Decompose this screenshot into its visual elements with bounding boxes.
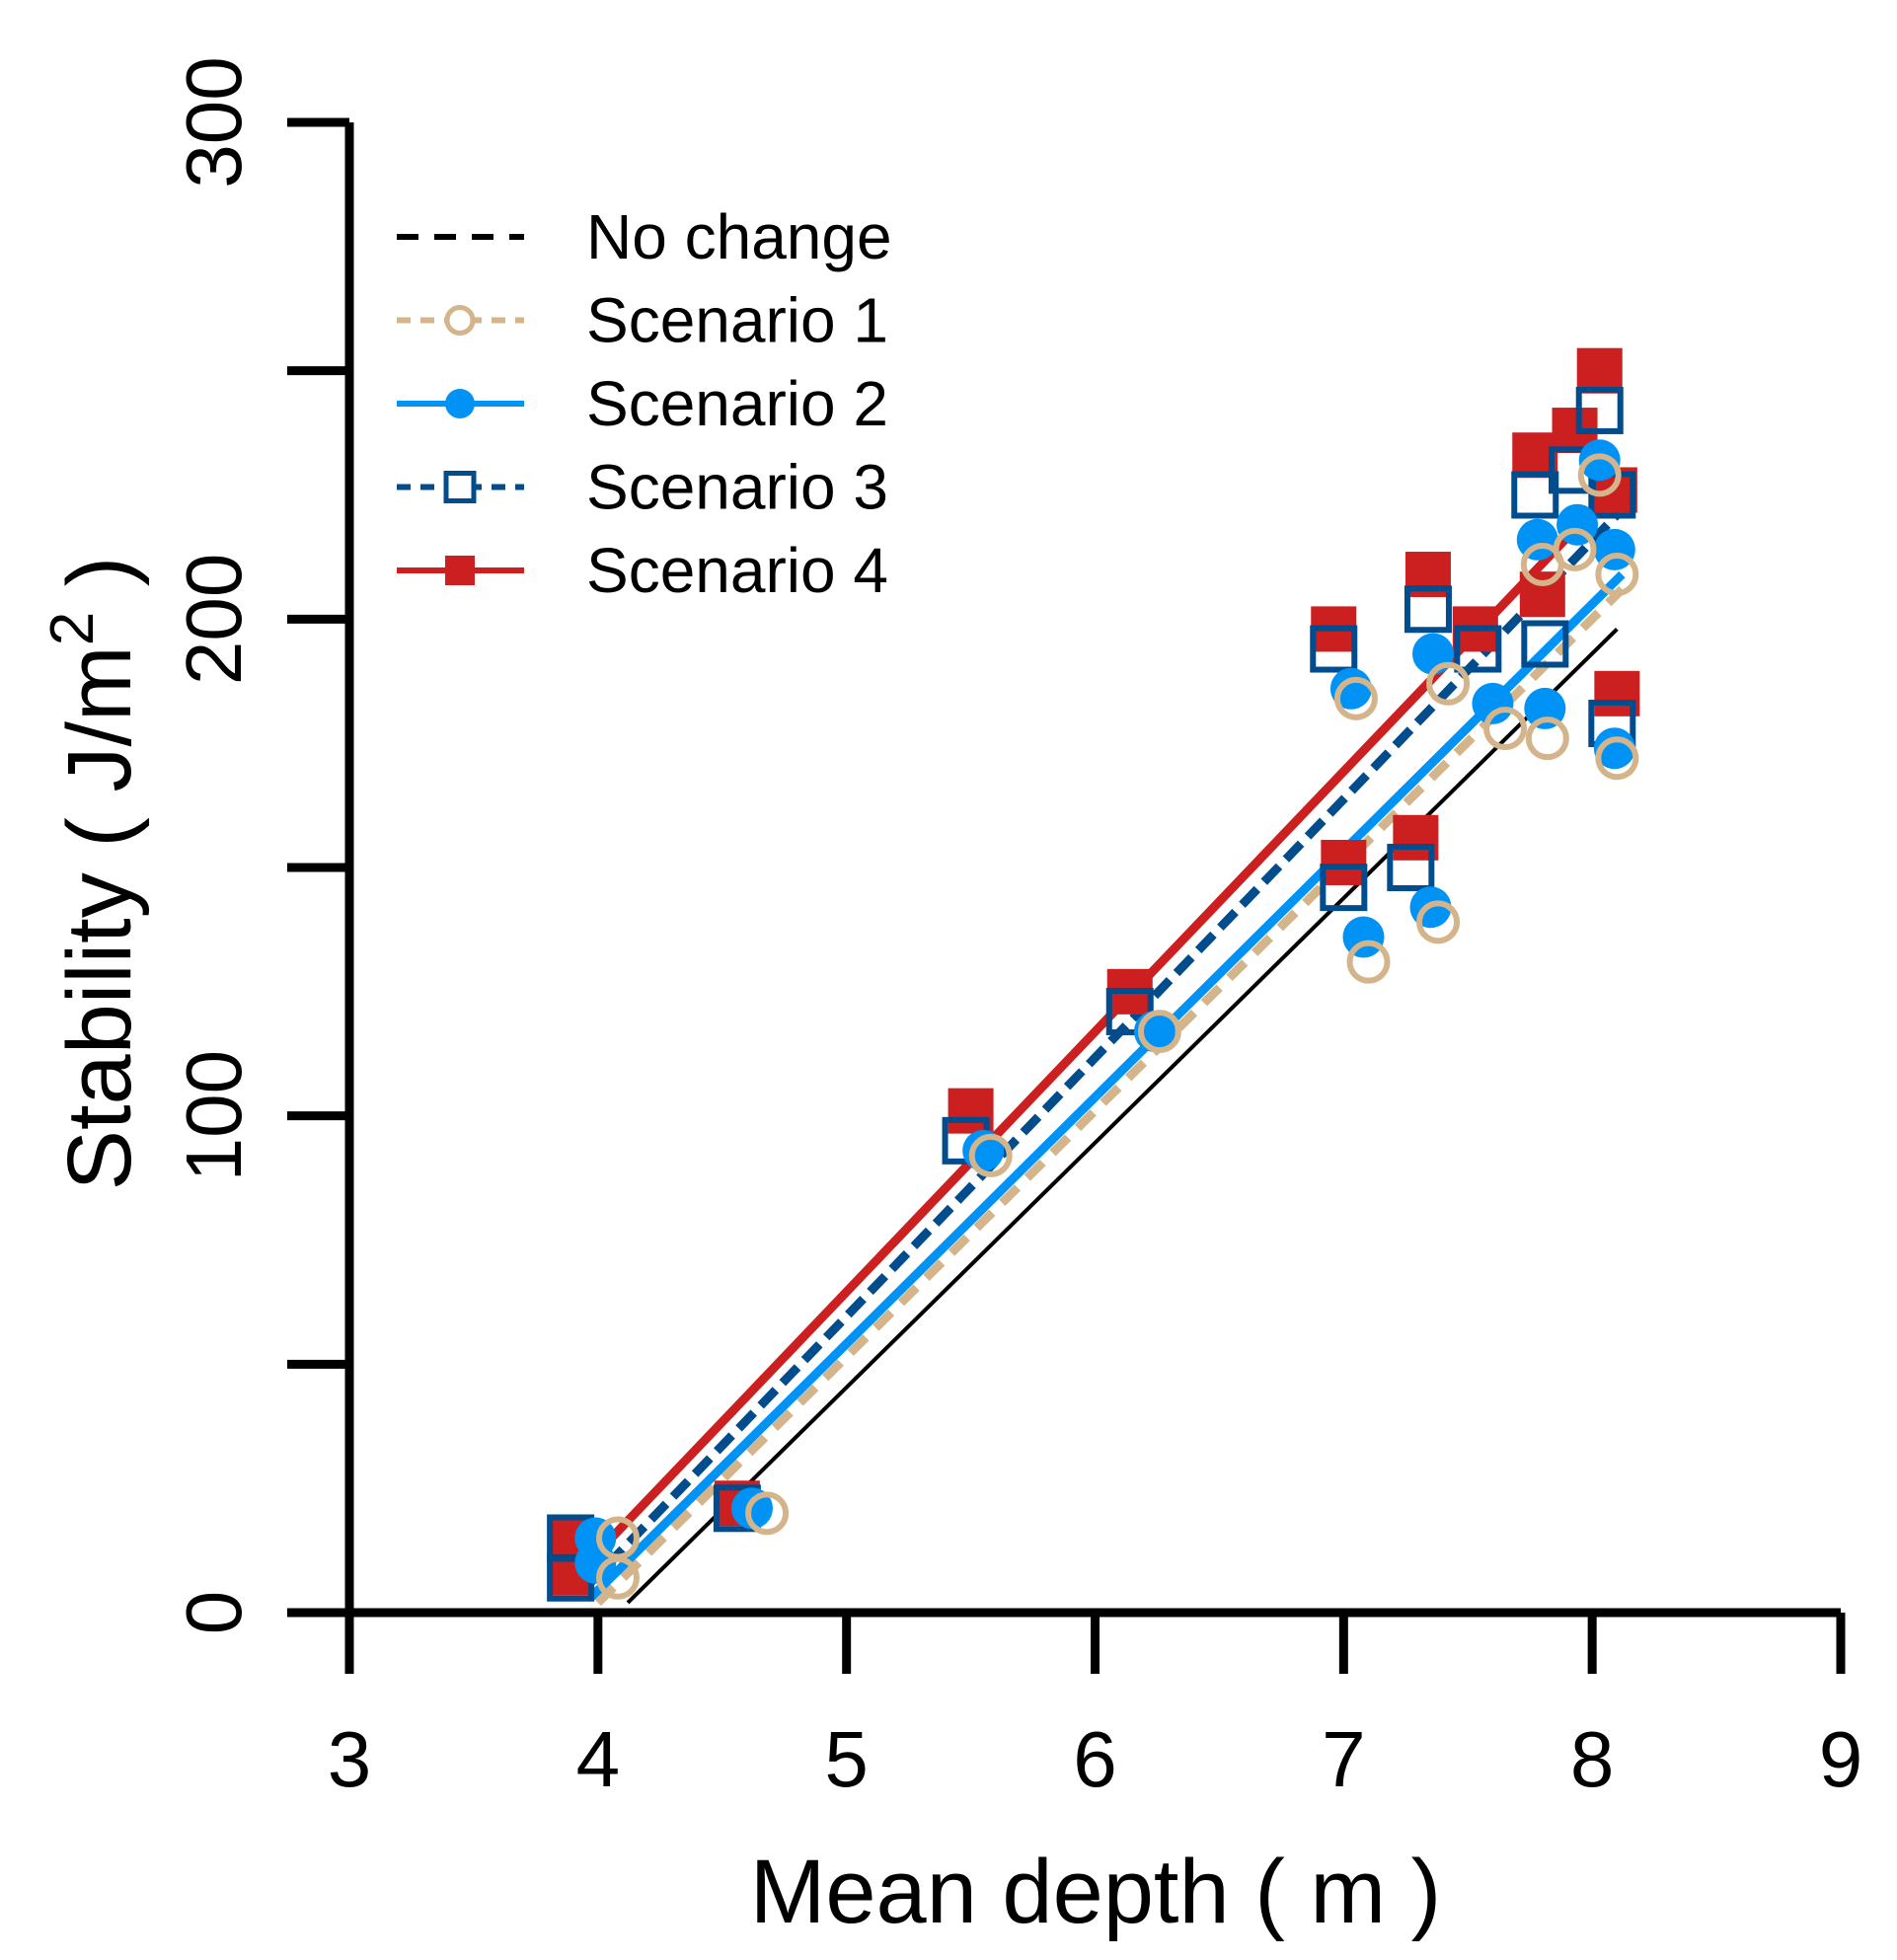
x-tick-label: 7 bbox=[1322, 1715, 1366, 1803]
legend-label: Scenario 4 bbox=[586, 535, 888, 606]
x-axis-title: Mean depth ( m ) bbox=[750, 1842, 1442, 1942]
x-tick-label: 8 bbox=[1570, 1715, 1615, 1803]
point-scenario-1 bbox=[745, 1491, 790, 1536]
point-scenario-1 bbox=[1595, 553, 1639, 597]
point-scenario-3 bbox=[1320, 864, 1368, 912]
x-ticks: 3 4 5 6 7 8 9 bbox=[328, 1613, 1863, 1803]
point-scenario-1 bbox=[1483, 707, 1528, 751]
legend-label: No change bbox=[586, 201, 892, 272]
point-scenario-1 bbox=[1553, 527, 1597, 571]
legend-marker bbox=[443, 471, 477, 503]
fit-line-no-change bbox=[626, 627, 1619, 1605]
fit-line-scenario-3 bbox=[581, 511, 1621, 1591]
point-scenario-3 bbox=[1575, 386, 1624, 434]
point-scenario-1 bbox=[1595, 736, 1639, 781]
legend-marker bbox=[445, 389, 475, 418]
point-scenario-3 bbox=[1310, 625, 1358, 673]
x-tick-label: 6 bbox=[1073, 1715, 1117, 1803]
legend: No change Scenario 1 Scenario 2 Scenario 3 S… bbox=[397, 201, 892, 606]
point-scenario-1 bbox=[1137, 1010, 1181, 1054]
point-scenario-1 bbox=[595, 1555, 640, 1600]
legend-marker bbox=[444, 305, 476, 336]
y-axis-title: Stability ( J/m2 ) bbox=[38, 557, 150, 1191]
y-ticks: 0 100 200 300 bbox=[170, 56, 349, 1634]
x-tick-label: 3 bbox=[328, 1715, 372, 1803]
point-scenario-1 bbox=[1525, 716, 1569, 761]
point-scenario-3 bbox=[1387, 844, 1435, 891]
point-scenario-1 bbox=[968, 1133, 1013, 1177]
y-tick-label: 300 bbox=[170, 56, 258, 188]
point-scenario-3 bbox=[1521, 620, 1569, 668]
point-scenario-1 bbox=[1416, 900, 1461, 944]
fit-line-scenario-1 bbox=[594, 585, 1626, 1607]
point-scenario-1 bbox=[1333, 676, 1378, 720]
legend-label: Scenario 2 bbox=[586, 368, 888, 439]
data-points bbox=[547, 347, 1640, 1602]
point-scenario-2 bbox=[1516, 518, 1558, 561]
legend-label: Scenario 3 bbox=[586, 452, 888, 523]
x-tick-label: 4 bbox=[576, 1715, 621, 1803]
point-scenario-1 bbox=[1577, 453, 1622, 497]
point-scenario-1 bbox=[1426, 661, 1471, 706]
fit-line-scenario-2 bbox=[587, 570, 1626, 1602]
point-scenario-1 bbox=[1346, 940, 1391, 984]
point-scenario-2 bbox=[1593, 727, 1635, 770]
x-tick-label: 9 bbox=[1819, 1715, 1863, 1803]
legend-marker bbox=[445, 556, 475, 585]
y-tick-label: 100 bbox=[170, 1050, 258, 1181]
legend-label: Scenario 1 bbox=[586, 285, 888, 356]
y-tick-label: 0 bbox=[170, 1591, 258, 1635]
point-scenario-3 bbox=[1404, 585, 1452, 634]
y-tick-label: 200 bbox=[170, 554, 258, 685]
point-scenario-4 bbox=[1576, 347, 1623, 394]
point-scenario-4 bbox=[1321, 839, 1367, 885]
point-scenario-3 bbox=[1454, 625, 1502, 673]
point-scenario-2 bbox=[1342, 916, 1385, 958]
point-scenario-2 bbox=[1472, 682, 1514, 724]
point-scenario-3 bbox=[1511, 471, 1559, 519]
point-scenario-2 bbox=[1578, 439, 1621, 482]
x-tick-label: 5 bbox=[824, 1715, 869, 1803]
